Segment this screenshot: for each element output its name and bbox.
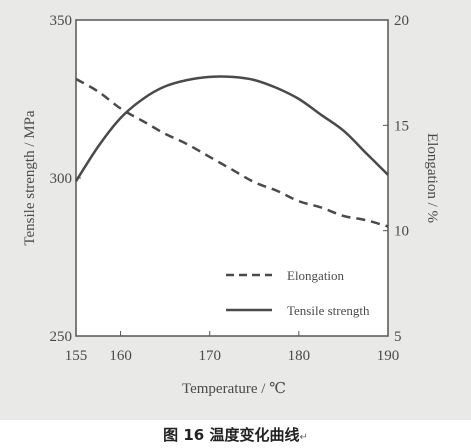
right-y-tick-label: 10 [394, 224, 409, 240]
legend-label-tensile-strength: Tensile strength [287, 303, 370, 318]
figure-caption-label: 图 [163, 426, 179, 444]
tensile-strength-line [74, 75, 389, 182]
right-y-tick-label: 5 [394, 329, 402, 345]
x-tick-label: 160 [109, 348, 132, 364]
legend: Elongation Tensile strength [226, 268, 370, 318]
right-y-tick-label: 20 [394, 13, 409, 29]
paragraph-mark: ↵ [299, 432, 308, 443]
figure-caption-text: 温度变化曲线 [209, 426, 300, 444]
left-y-axis-ticks: 250 300 350 [50, 13, 81, 345]
x-tick-label: 155 [65, 348, 88, 364]
figure-caption-number: 16 [183, 426, 205, 444]
x-tick-label: 180 [288, 348, 311, 364]
x-tick-label: 170 [198, 348, 221, 364]
plot-area [75, 19, 389, 337]
right-y-axis-ticks: 5 10 15 20 [383, 13, 409, 345]
left-y-axis-label: Tensile strength / MPa [22, 110, 38, 246]
right-y-tick-label: 15 [394, 118, 409, 134]
legend-label-elongation: Elongation [287, 268, 345, 283]
chart: 155 160 170 180 190 250 300 350 5 10 15 20 Temper… [22, 13, 440, 397]
right-y-axis-label: Elongation / % [424, 133, 440, 223]
series-layer [74, 75, 389, 228]
figure-caption: 图 16 温度变化曲线↵ [0, 424, 471, 446]
left-y-tick-label: 300 [50, 171, 73, 187]
x-tick-label: 190 [377, 348, 400, 364]
left-y-tick-label: 350 [50, 13, 73, 29]
x-axis-label: Temperature / ℃ [182, 381, 286, 397]
x-axis-ticks: 155 160 170 180 190 [65, 331, 400, 364]
left-y-tick-label: 250 [50, 329, 73, 345]
